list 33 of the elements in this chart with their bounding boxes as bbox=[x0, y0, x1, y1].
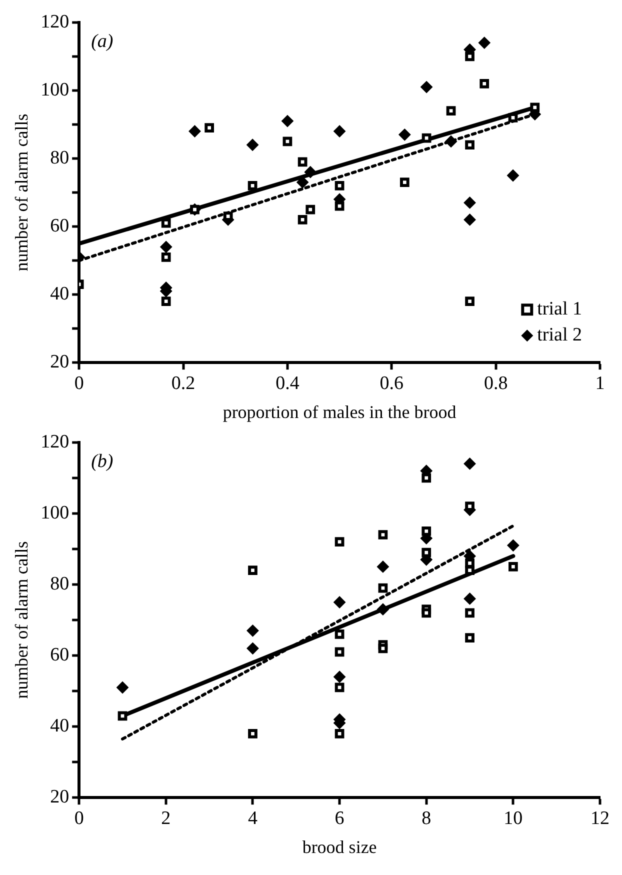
x-tick-label: 1 bbox=[595, 372, 605, 394]
legend-label: trial 1 bbox=[537, 298, 582, 320]
y-tick-label: 80 bbox=[50, 573, 70, 594]
annotation: (b) bbox=[91, 450, 114, 472]
y-tick-label: 40 bbox=[50, 284, 70, 305]
y-tick-label: 100 bbox=[40, 79, 70, 100]
x-tick-label: 8 bbox=[422, 808, 432, 829]
y-tick-label: 20 bbox=[50, 786, 70, 808]
x-tick-label: 0 bbox=[74, 372, 84, 394]
y-tick-label: 80 bbox=[50, 147, 70, 168]
y-tick-label: 40 bbox=[50, 716, 70, 737]
x-tick-label: 0 bbox=[74, 808, 84, 829]
x-axis-title: brood size bbox=[302, 836, 377, 857]
x-tick-label: 10 bbox=[504, 808, 523, 829]
x-tick-label: 0.2 bbox=[171, 372, 196, 394]
x-tick-label: 12 bbox=[590, 808, 610, 829]
y-tick-label: 100 bbox=[40, 502, 70, 524]
y-tick-label: 60 bbox=[50, 644, 70, 666]
y-axis-title: number of alarm calls bbox=[12, 114, 32, 272]
x-tick-label: 0.6 bbox=[380, 372, 404, 394]
y-axis-title: number of alarm calls bbox=[12, 541, 32, 699]
x-tick-label: 6 bbox=[334, 808, 344, 829]
y-tick-label: 120 bbox=[40, 11, 70, 32]
x-axis-title: proportion of males in the brood bbox=[222, 402, 456, 422]
legend-label: trial 2 bbox=[537, 324, 582, 346]
x-tick-label: 0.4 bbox=[276, 372, 300, 394]
x-tick-label: 4 bbox=[248, 808, 258, 829]
annotation: (a) bbox=[91, 30, 114, 52]
y-tick-label: 60 bbox=[50, 216, 70, 237]
x-tick-label: 2 bbox=[161, 808, 171, 829]
x-tick-label: 0.8 bbox=[484, 372, 508, 394]
y-tick-label: 120 bbox=[40, 431, 70, 452]
y-tick-label: 20 bbox=[50, 352, 70, 373]
